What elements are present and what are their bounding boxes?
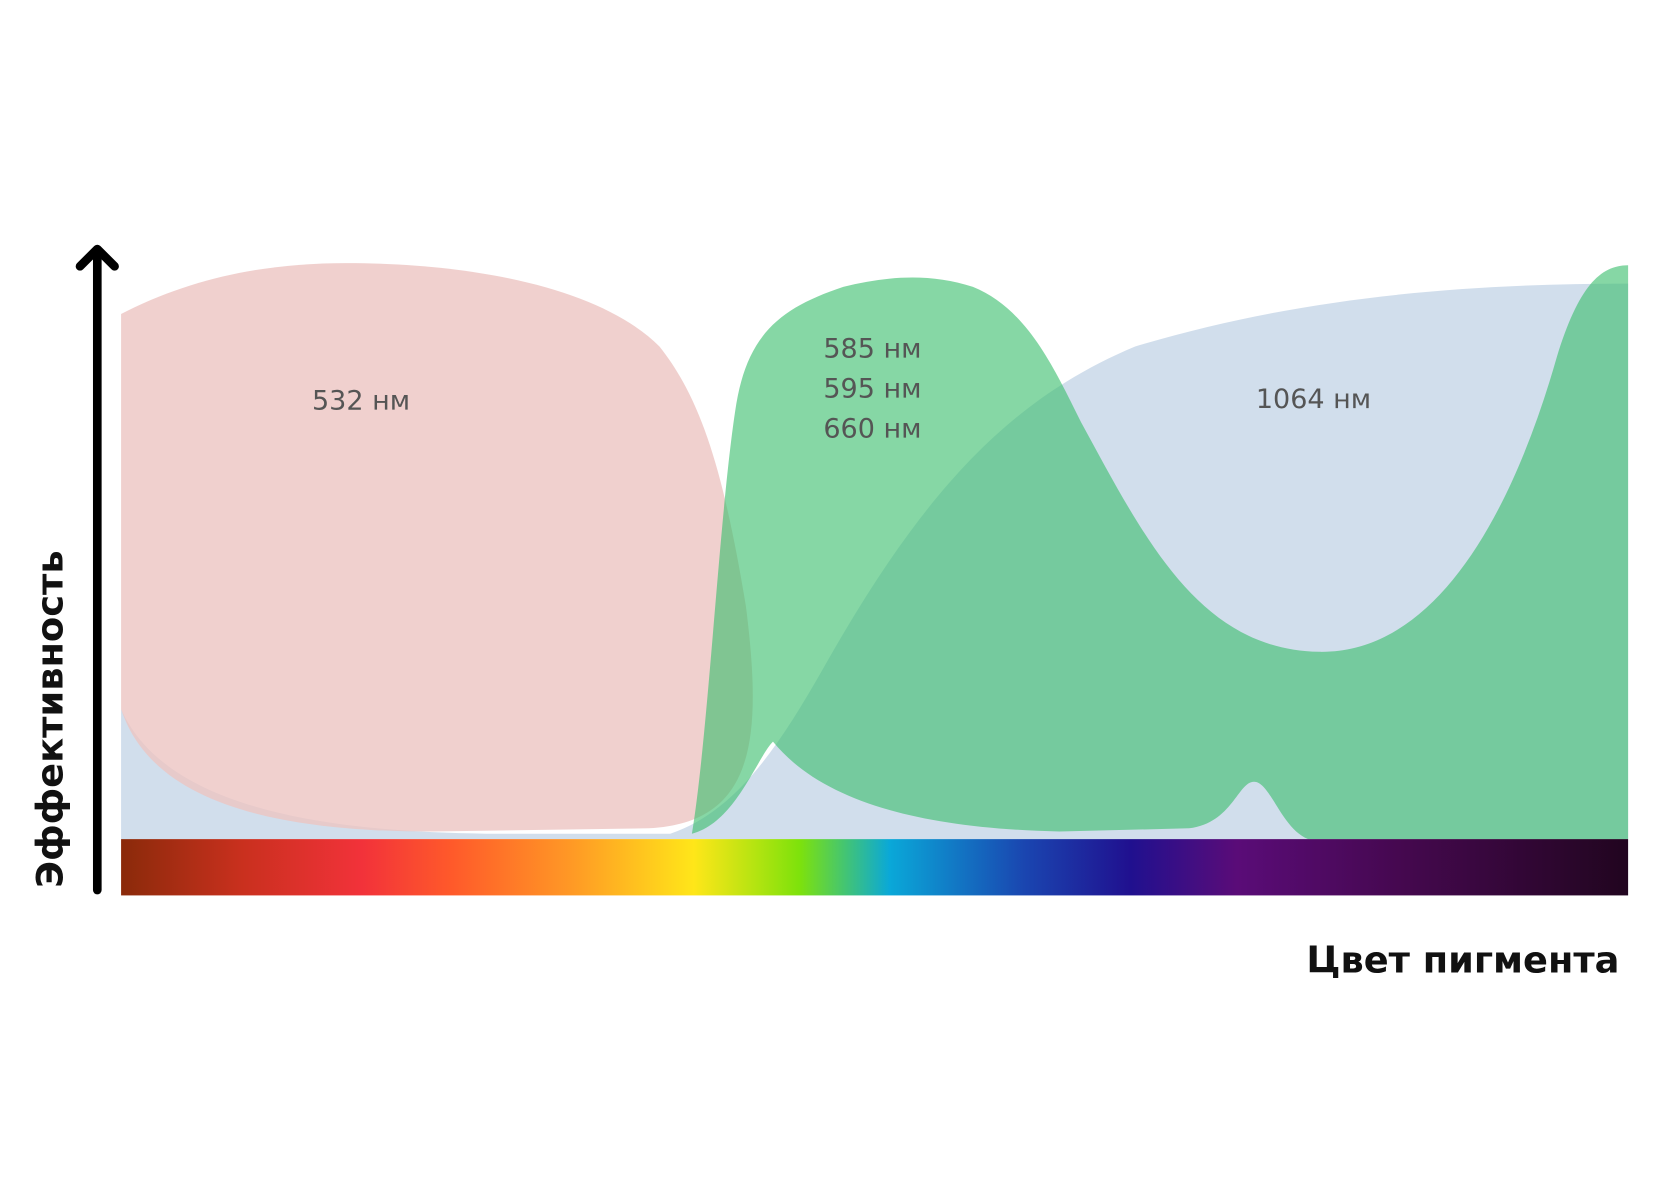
curve-label: 595 нм <box>823 373 921 404</box>
x-axis-label: Цвет пигмента <box>1306 938 1619 981</box>
curve-532 <box>121 263 753 832</box>
spectrum-bar <box>121 839 1629 896</box>
curve-label: 660 нм <box>823 413 921 444</box>
curve-label: 532 нм <box>312 385 410 416</box>
curve-label: 585 нм <box>823 333 921 364</box>
curve-585-660 <box>691 265 1629 840</box>
y-axis-label: Эффективность <box>29 550 72 887</box>
curve-label: 1064 нм <box>1256 384 1371 415</box>
y-axis-arrow <box>75 244 119 271</box>
